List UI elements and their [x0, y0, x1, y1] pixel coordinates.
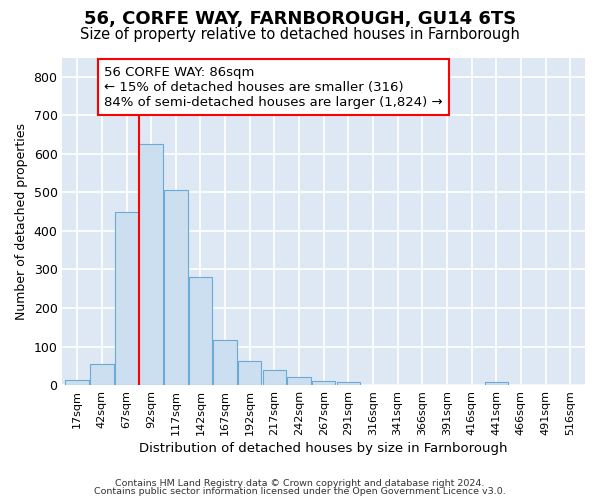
Bar	[312, 381, 335, 385]
Bar	[214, 340, 237, 385]
Bar	[164, 190, 188, 385]
Bar	[287, 376, 311, 385]
Text: Contains public sector information licensed under the Open Government Licence v3: Contains public sector information licen…	[94, 487, 506, 496]
Text: Size of property relative to detached houses in Farnborough: Size of property relative to detached ho…	[80, 28, 520, 42]
Bar	[115, 212, 138, 385]
Bar	[139, 144, 163, 385]
Y-axis label: Number of detached properties: Number of detached properties	[15, 123, 28, 320]
X-axis label: Distribution of detached houses by size in Farnborough: Distribution of detached houses by size …	[139, 442, 508, 455]
Bar	[189, 277, 212, 385]
Text: Contains HM Land Registry data © Crown copyright and database right 2024.: Contains HM Land Registry data © Crown c…	[115, 478, 485, 488]
Bar	[90, 364, 113, 385]
Bar	[238, 361, 262, 385]
Text: 56 CORFE WAY: 86sqm
← 15% of detached houses are smaller (316)
84% of semi-detac: 56 CORFE WAY: 86sqm ← 15% of detached ho…	[104, 66, 443, 108]
Bar	[263, 370, 286, 385]
Bar	[65, 380, 89, 385]
Bar	[337, 382, 360, 385]
Text: 56, CORFE WAY, FARNBOROUGH, GU14 6TS: 56, CORFE WAY, FARNBOROUGH, GU14 6TS	[84, 10, 516, 28]
Bar	[485, 382, 508, 385]
